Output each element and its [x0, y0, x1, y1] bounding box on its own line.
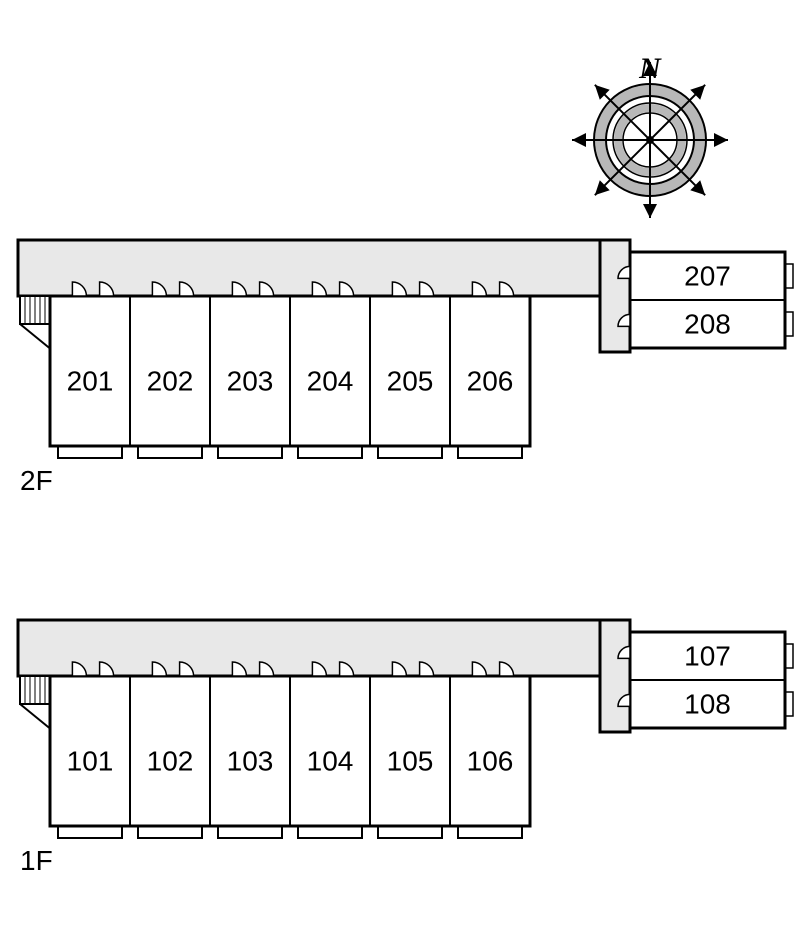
room-label: 106: [467, 745, 514, 776]
floor-label: 2F: [20, 465, 53, 496]
room-label: 104: [307, 745, 354, 776]
room-label: 202: [147, 365, 194, 396]
room-label: 208: [684, 308, 731, 339]
room-label: 207: [684, 260, 731, 291]
room-label: 101: [67, 745, 114, 776]
room-label: 105: [387, 745, 434, 776]
floor-label: 1F: [20, 845, 53, 876]
room-label: 107: [684, 640, 731, 671]
room-label: 204: [307, 365, 354, 396]
compass-north-label: N: [638, 52, 662, 85]
room-label: 102: [147, 745, 194, 776]
floor-plan-svg: N 201 202 203 204 205 206 207 208 2F 101 102 103 104 1…: [0, 0, 800, 942]
room-label: 108: [684, 688, 731, 719]
room-label: 203: [227, 365, 274, 396]
room-label: 205: [387, 365, 434, 396]
room-label: 103: [227, 745, 274, 776]
room-label: 206: [467, 365, 514, 396]
room-label: 201: [67, 365, 114, 396]
